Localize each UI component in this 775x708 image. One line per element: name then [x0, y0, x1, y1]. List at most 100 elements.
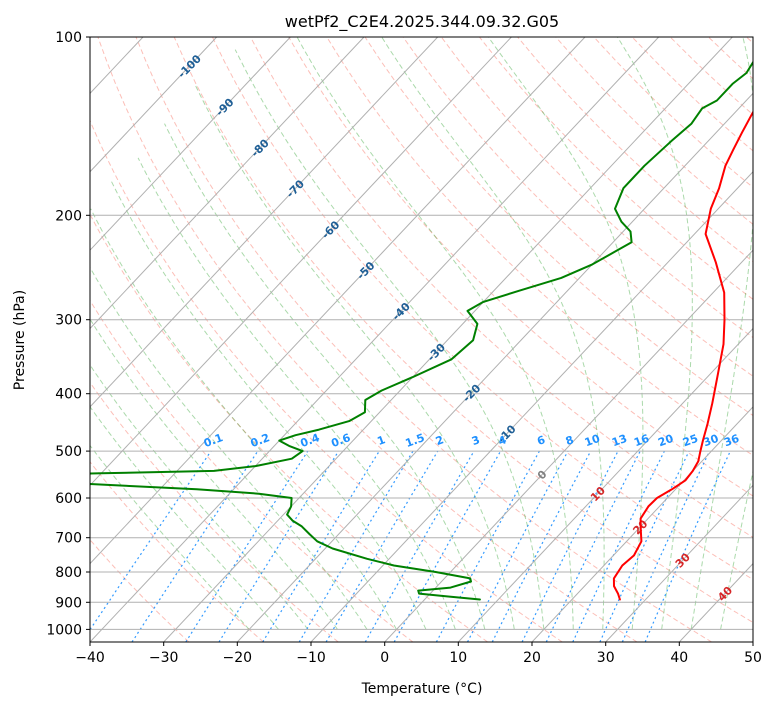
- dry-adiabat-line: [90, 381, 339, 642]
- moist-adiabat-line: [90, 405, 279, 630]
- mixing-ratio-label: 20: [656, 432, 675, 450]
- moist-adiabat-line: [487, 37, 644, 630]
- y-tick-label: 900: [55, 595, 82, 611]
- isotherm-line: [605, 484, 753, 642]
- dry-adiabat-line: [90, 213, 488, 642]
- mixing-ratio-label: 6: [535, 433, 547, 448]
- dry-adiabat-line: [135, 37, 712, 642]
- moist-adiabat-line: [90, 364, 309, 630]
- x-tick-label: −10: [296, 650, 326, 666]
- isotherm-line: [90, 37, 586, 565]
- y-tick-label: 1000: [46, 622, 82, 638]
- x-tick-label: 10: [449, 650, 467, 666]
- mixing-ratio-label: 4: [497, 433, 509, 448]
- y-tick-label: 600: [55, 491, 82, 507]
- isotherm-line: [236, 92, 753, 642]
- mixing-ratio-line: [491, 450, 592, 642]
- dry-adiabat-line: [211, 37, 753, 581]
- isotherms: [90, 37, 753, 642]
- isotherm-line: [163, 37, 733, 642]
- isotherm-line: [90, 37, 291, 251]
- y-tick-label: 100: [55, 30, 82, 46]
- temperature-profile-line: [612, 110, 753, 601]
- y-axis-label: Pressure (hPa): [12, 290, 28, 390]
- y-tick-label: 800: [55, 565, 82, 581]
- moist-adiabat-line: [164, 123, 486, 630]
- moist-adiabat-line: [690, 37, 753, 630]
- mixing-ratio-line: [262, 450, 380, 642]
- mixing-ratio-label: 3: [470, 433, 482, 448]
- mixing-ratio-line: [521, 450, 619, 642]
- plot-area: -100-90-80-70-60-50-40-30-20-10010203040…: [90, 37, 753, 642]
- dry-adiabat-line: [402, 37, 753, 377]
- dry-adiabat-line: [90, 119, 563, 642]
- x-tick-label: 50: [744, 650, 762, 666]
- moist-adiabat-line: [616, 37, 693, 630]
- moist-adiabat-line: [90, 208, 397, 630]
- mixing-ratio-label: 30: [701, 432, 720, 450]
- x-tick-label: 30: [597, 650, 615, 666]
- mixing-ratio-line: [572, 450, 665, 642]
- isotherm-line: [531, 406, 753, 642]
- mixing-ratio-line: [466, 450, 569, 642]
- mixing-ratio-label: 36: [722, 432, 741, 450]
- mixing-ratio-line: [364, 450, 475, 642]
- chart-title: wetPf2_C2E4.2025.344.09.32.G05: [285, 12, 559, 32]
- moist-adiabat-line: [720, 468, 753, 630]
- dry-adiabat-line: [326, 37, 753, 457]
- isotherm-line: [310, 171, 753, 642]
- y-tick-label: 700: [55, 531, 82, 547]
- isotherm-line: [90, 37, 439, 408]
- dry-adiabat-line: [440, 37, 753, 339]
- moist-adiabat-line: [90, 444, 250, 630]
- x-tick-label: 40: [670, 650, 688, 666]
- mixing-ratio-label: 0.6: [329, 431, 352, 450]
- mixing-ratio-label: 8: [564, 433, 576, 448]
- y-tick-label: 500: [55, 444, 82, 460]
- x-tick-label: 0: [380, 650, 389, 666]
- dry-adiabat-line: [97, 37, 638, 642]
- isotherm-line: [90, 37, 218, 173]
- mixing-ratio-label: 0.2: [249, 431, 272, 450]
- moist-adiabat-line: [381, 37, 605, 630]
- isotherm-line: [384, 249, 753, 642]
- isotherm-line: [90, 37, 512, 487]
- dry-adiabat-line: [90, 539, 190, 642]
- mixing-ratio-line: [435, 450, 540, 642]
- mixing-ratio-label: 1.5: [404, 431, 427, 450]
- mixing-ratio-label: 13: [610, 432, 629, 449]
- mixing-ratio-line: [545, 450, 641, 642]
- mixing-ratio-line: [599, 450, 690, 642]
- mixing-ratio-labels: 0.1 0.2 0.4 0.6 1 1.5 2 3 4 6 8 10 13 16 20 25 30 36: [202, 431, 741, 450]
- mixing-ratio-line: [621, 450, 711, 642]
- moist-adiabat-line: [90, 318, 338, 630]
- isotherm-line: [90, 37, 660, 642]
- moist-adiabat-line: [234, 49, 545, 630]
- mixing-ratio-label: 0.4: [299, 431, 322, 450]
- y-tick-label: 400: [55, 387, 82, 403]
- y-axis-ticks: 1000 900 800 700 600 500 400 300 200 100: [46, 30, 90, 638]
- mixing-ratio-label: 1: [375, 433, 387, 448]
- sounding-profiles: [90, 60, 753, 601]
- dewpoint-profile-line: [90, 60, 753, 601]
- x-axis-ticks: −40 −30 −20 −10 0 10 20 30 40 50: [75, 642, 762, 666]
- dry-adiabat-line: [173, 37, 753, 624]
- x-tick-label: −30: [149, 650, 179, 666]
- x-axis-label: Temperature (°C): [361, 681, 483, 697]
- mixing-ratio-label: 10: [583, 432, 602, 450]
- mixing-ratio-line: [218, 450, 340, 642]
- plot-frame: [89, 36, 754, 643]
- mixing-ratio-label: 0.1: [202, 431, 225, 450]
- mixing-ratio-label: 2: [434, 433, 446, 448]
- mixing-ratio-label: 25: [681, 432, 700, 449]
- y-tick-label: 300: [55, 313, 82, 329]
- moist-adiabat-line: [90, 266, 368, 630]
- moist-adiabat-line: [110, 180, 427, 630]
- moist-adiabats: [90, 37, 753, 630]
- dry-adiabat-line: [90, 461, 264, 642]
- x-tick-label: −40: [75, 650, 105, 666]
- isotherm-line: [90, 37, 365, 330]
- x-tick-label: −20: [223, 650, 253, 666]
- x-tick-label: 20: [523, 650, 541, 666]
